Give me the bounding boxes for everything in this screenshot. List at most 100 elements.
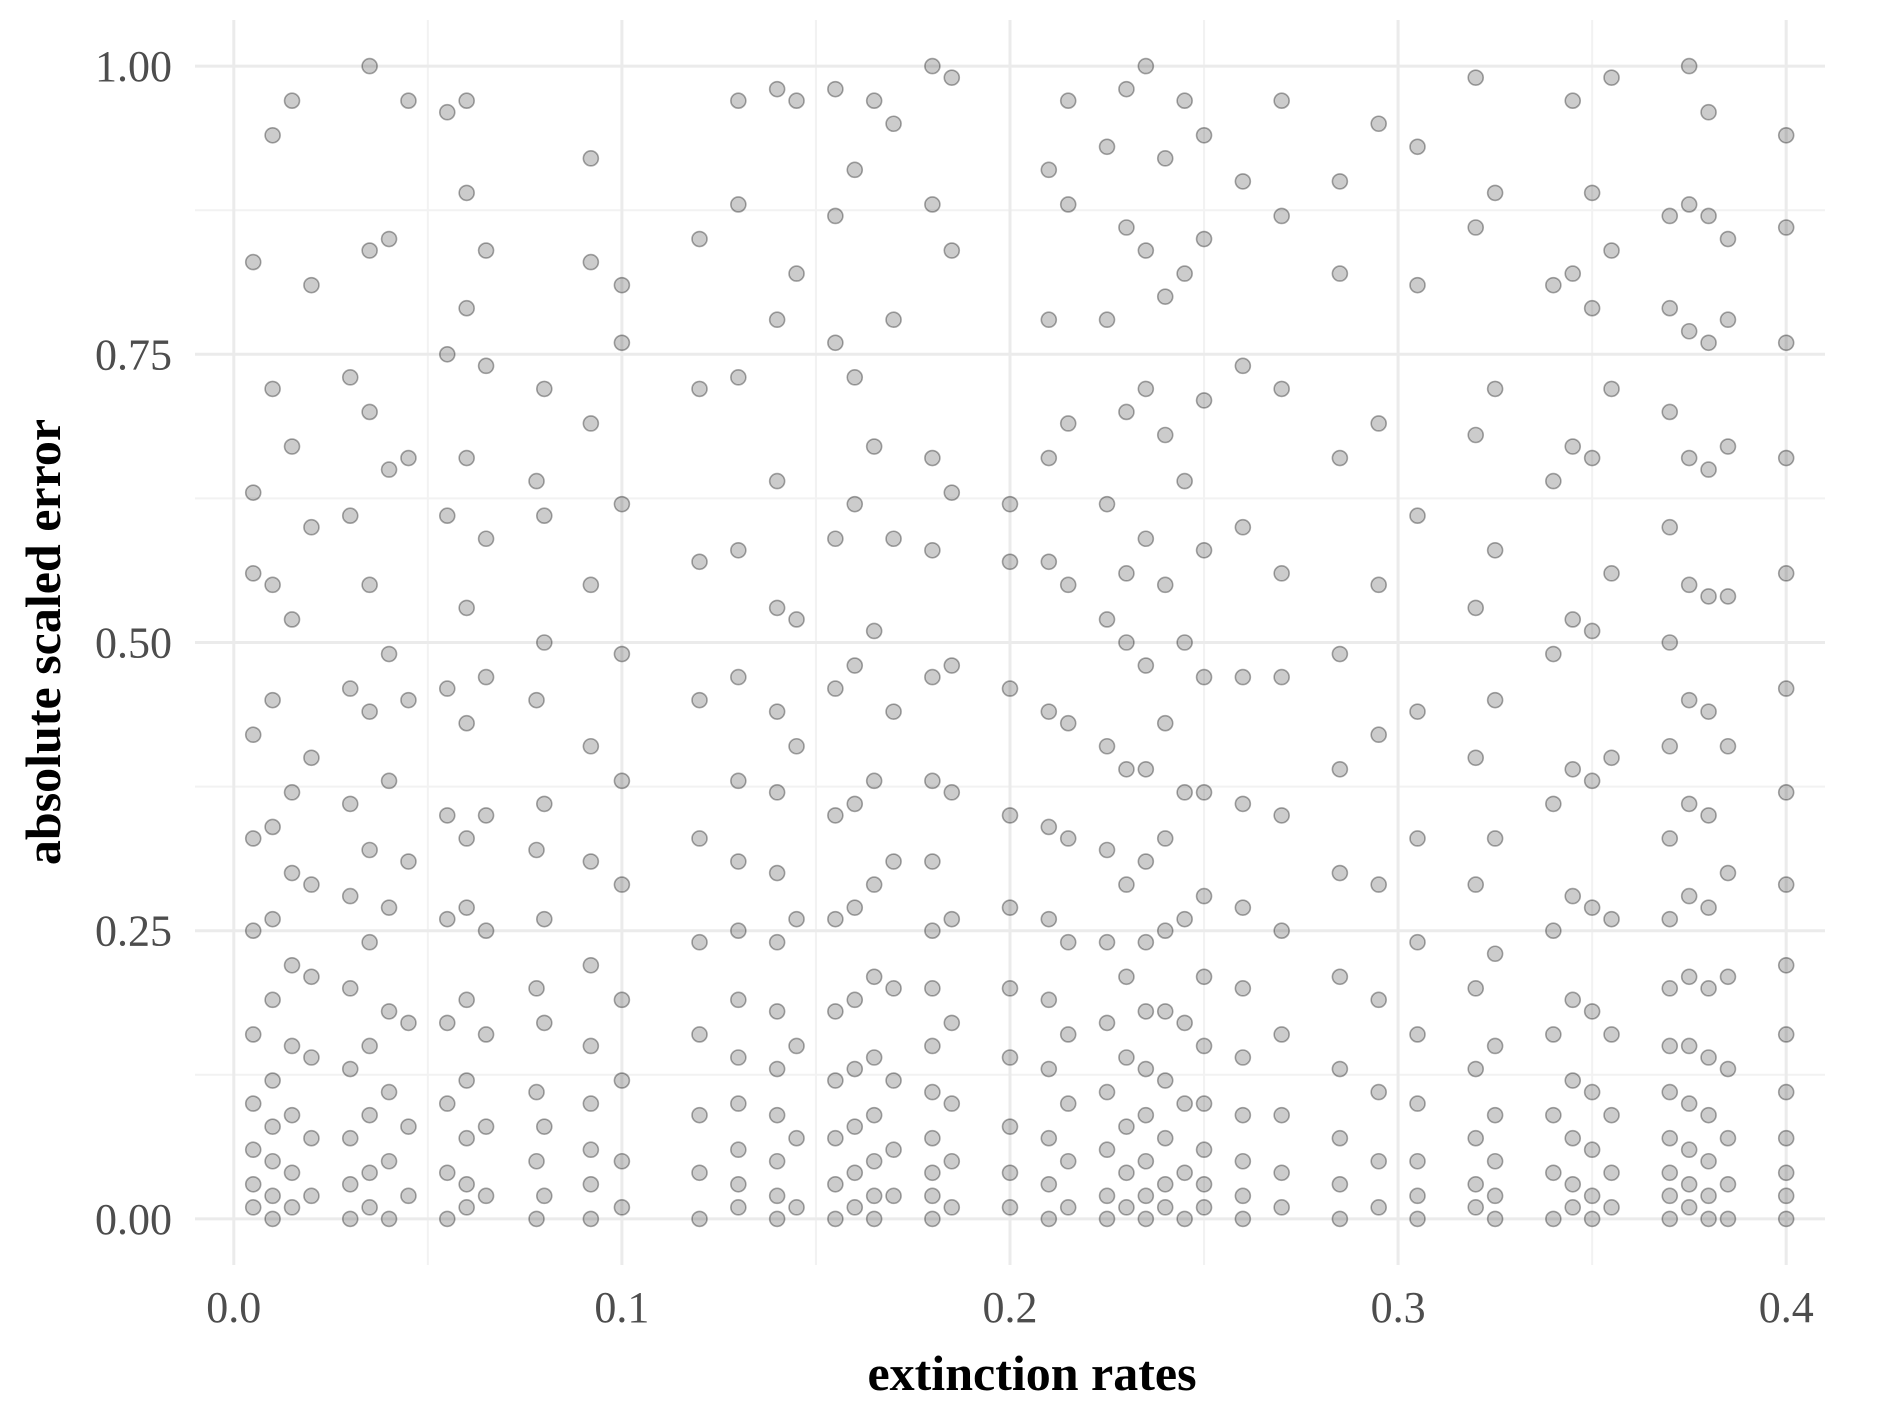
scatter-point <box>1001 680 1019 697</box>
scatter-point <box>768 472 786 490</box>
scatter-point <box>1059 1026 1077 1043</box>
scatter-point <box>264 910 281 928</box>
scatter-point <box>1001 899 1019 916</box>
scatter-point <box>924 772 941 790</box>
scatter-point <box>1156 714 1174 732</box>
scatter-point <box>1777 1164 1795 1182</box>
scatter-point <box>582 1176 600 1193</box>
scatter-point <box>1777 565 1795 582</box>
scatter-point <box>943 1095 961 1112</box>
scatter-point <box>613 334 631 352</box>
scatter-point <box>1059 830 1077 847</box>
scatter-point <box>1370 576 1387 594</box>
scatter-point <box>1603 1106 1620 1124</box>
scatter-point <box>924 1187 941 1205</box>
scatter-point <box>341 1129 359 1147</box>
scatter-point <box>458 991 475 1009</box>
scatter-point <box>1059 1095 1077 1112</box>
scatter-point <box>1176 472 1193 490</box>
scatter-point <box>528 1083 545 1101</box>
scatter-point <box>1661 1210 1679 1228</box>
scatter-point <box>1719 1060 1737 1078</box>
scatter-point <box>1195 126 1213 144</box>
scatter-point <box>1680 322 1698 340</box>
scatter-point <box>361 703 378 720</box>
scatter-point <box>788 1199 805 1216</box>
scatter-point <box>582 1037 600 1055</box>
scatter-point <box>1234 173 1252 190</box>
scatter-point <box>1176 910 1193 928</box>
scatter-point <box>582 150 600 167</box>
scatter-point <box>924 541 941 559</box>
scatter-point <box>1700 980 1717 997</box>
scatter-point <box>924 196 941 213</box>
scatter-point <box>1661 518 1679 536</box>
scatter-point <box>865 1187 883 1205</box>
scatter-point <box>1156 426 1174 444</box>
scatter-point <box>1467 219 1485 236</box>
scatter-point <box>1777 1210 1795 1228</box>
scatter-point <box>1719 588 1737 605</box>
scatter-point <box>458 1072 475 1089</box>
scatter-point <box>1370 991 1387 1009</box>
scatter-point <box>380 645 398 663</box>
scatter-point <box>1719 230 1737 248</box>
scatter-point <box>846 1199 864 1216</box>
scatter-point <box>477 668 495 686</box>
scatter-point <box>924 668 941 686</box>
scatter-point <box>1040 910 1058 928</box>
scatter-point <box>458 899 475 916</box>
scatter-point <box>264 1072 281 1089</box>
scatter-point <box>1040 991 1058 1009</box>
scatter-point <box>1370 876 1387 893</box>
scatter-point <box>303 876 320 893</box>
scatter-point <box>1661 1083 1679 1101</box>
scatter-point <box>361 933 378 951</box>
scatter-point <box>1118 80 1135 98</box>
scatter-point <box>1156 1129 1174 1147</box>
scatter-point <box>1680 795 1698 813</box>
scatter-point <box>535 910 553 928</box>
scatter-point <box>885 311 902 329</box>
scatter-point <box>1661 207 1679 225</box>
scatter-point <box>1195 392 1213 409</box>
scatter-point <box>768 703 786 720</box>
scatter-point <box>380 1003 398 1020</box>
scatter-point <box>1545 1210 1562 1228</box>
scatter-point <box>341 1210 359 1228</box>
scatter-point <box>477 530 495 548</box>
scatter-point <box>1176 92 1193 109</box>
x-tick-label: 0.1 <box>594 1283 649 1332</box>
scatter-point <box>1118 1118 1135 1135</box>
x-tick-label: 0.0 <box>206 1283 261 1332</box>
scatter-point <box>1700 1187 1717 1205</box>
scatter-point <box>1001 807 1019 824</box>
scatter-point <box>865 622 883 640</box>
scatter-point <box>264 380 281 398</box>
scatter-point <box>1234 1049 1252 1066</box>
scatter-point <box>1545 472 1562 490</box>
scatter-point <box>788 1037 805 1055</box>
scatter-point <box>458 714 475 732</box>
scatter-point <box>1040 161 1058 179</box>
scatter-point <box>1273 380 1290 398</box>
scatter-point <box>1176 1164 1193 1182</box>
scatter-point <box>1118 565 1135 582</box>
scatter-point <box>1118 403 1135 421</box>
scatter-point <box>1137 530 1155 548</box>
scatter-point <box>846 991 864 1009</box>
scatter-point <box>244 1141 262 1159</box>
y-tick-label: 0.00 <box>95 1195 172 1244</box>
scatter-point <box>361 57 378 75</box>
scatter-point <box>283 611 301 628</box>
scatter-point <box>1118 876 1135 893</box>
scatter-point <box>264 126 281 144</box>
scatter-point <box>283 1106 301 1124</box>
scatter-point <box>1680 449 1698 467</box>
y-tick-label: 0.50 <box>95 619 172 668</box>
scatter-point <box>582 576 600 594</box>
scatter-point <box>1564 265 1582 282</box>
scatter-point <box>477 1118 495 1135</box>
scatter-point <box>283 1164 301 1182</box>
scatter-point <box>1661 299 1679 317</box>
